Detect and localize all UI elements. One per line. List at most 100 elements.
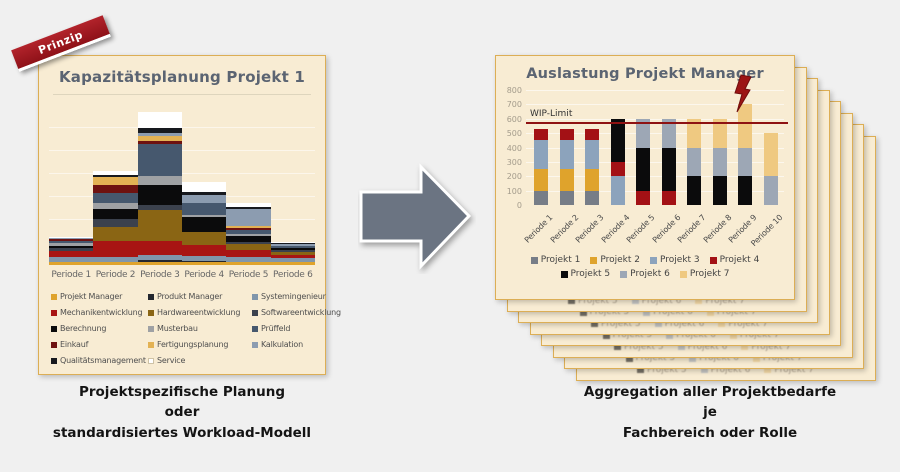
bar-segment [49,256,94,262]
legend-item: Projekt 7 [695,296,745,306]
bar-segment [93,170,138,175]
gridline [526,104,784,106]
bar-segment [137,210,182,241]
right-panel-auslastung: Auslastung Projekt Manager WIP-Limit 0 10… [495,55,795,300]
right-chart-plot: WIP-Limit 0 100 200 300 400 500 600 700 800 [507,74,788,210]
gridline [49,127,315,128]
right-chart-legend: Projekt 1 Projekt 2 Projekt 3 Projekt 4 Proj… [496,255,794,279]
bar-segment [226,261,271,265]
legend-label: Projekt 7 [716,307,757,317]
legend-label: Qualitätsmanagement [60,356,146,365]
gridline [526,190,784,192]
bar-segment [712,147,727,177]
bar-segment [93,185,138,194]
legend-item: Musterbau [148,324,252,333]
y-axis-tick-label: 700 [506,100,522,110]
bar-segment [534,190,548,205]
bar-segment [181,203,227,216]
legend-item: Systemingenieur [252,292,341,301]
legend-swatch [625,354,633,362]
legend-item: Projekt 6 [666,330,716,340]
legend-item: Projekt 6 [643,307,693,317]
legend-swatch [148,341,154,348]
legend-swatch [560,270,568,278]
stacked-page-legend-echo: Projekt 5 Projekt 6 Projekt 7 [508,296,806,306]
bar-segment [137,136,182,141]
legend-label: Projekt 7 [774,364,814,375]
legend-swatch [637,366,645,373]
bar-segment [712,176,727,205]
legend-swatch [579,308,587,316]
bar-segment [687,176,702,205]
legend-item: Projekt 6 [631,296,681,306]
bar-segment [226,243,271,250]
legend-swatch [148,357,154,364]
legend-label: Softwareentwicklung [261,308,341,317]
legend-swatch [148,309,154,316]
stacked-bar [270,241,315,265]
title-separator [53,94,311,95]
legend-label: Projekt 6 [676,330,716,340]
stacked-bar [226,203,271,265]
legend-label: Projekt 5 [589,307,630,317]
bar-segment [93,176,138,186]
y-axis-tick-label: 200 [506,172,522,182]
bar-segment [687,118,702,148]
legend-label: Projekt Manager [60,292,123,301]
legend-item: Projekt 7 [741,342,791,352]
bar-segment [181,215,227,218]
legend-item: Projekt 6 [677,342,727,352]
legend-item: Projekt 5 [568,296,618,306]
arrow-right-icon [358,162,476,278]
legend-item: Produkt Manager [148,292,252,301]
legend-label: Projekt 6 [699,353,739,363]
legend-swatch [752,354,760,362]
legend-label: Musterbau [157,324,198,333]
bar-segment [534,128,548,141]
bar-segment [610,176,625,205]
bar-segment [49,242,94,246]
bar-segment [270,257,315,262]
right-caption-line-1: Aggregation aller Projektbedarfe [583,384,837,400]
left-chart-plot [49,103,315,265]
legend-label: Berechnung [60,324,107,333]
legend-item: Projekt 7 [752,353,802,363]
legend-item: Projekt 1 [530,255,580,265]
stacked-page-legend-echo: Projekt 5 Projekt 6 Projekt 7 [531,319,829,329]
legend-label: Projekt 4 [719,255,760,265]
stacked-bar [559,128,574,205]
bar-segment [181,255,227,261]
legend-label: Produkt Manager [157,292,223,301]
bar-segment [93,203,138,210]
left-chart-legend: Projekt Manager Produkt Manager Systeminge… [51,292,341,365]
bar-segment [181,244,227,256]
bar-segment [661,147,676,191]
legend-swatch [677,343,685,350]
legend-swatch [252,293,258,300]
legend-item: Mechanikentwicklung [51,308,148,317]
left-chart-x-axis: Periode 1 Periode 2 Periode 3 Periode 4 Peri… [49,270,315,280]
bar-segment [49,240,94,243]
legend-item: Service [148,356,252,365]
legend-item: Projekt 5 [579,307,630,317]
legend-label: Einkauf [60,340,89,349]
legend-swatch [51,293,57,300]
bar-segment [226,235,271,242]
bar-segment [181,260,227,262]
legend-swatch [666,331,674,339]
bar-segment [93,174,138,177]
legend-item: Projekt 7 [706,307,757,317]
legend-label: Projekt 7 [751,341,791,352]
legend-label: Projekt 2 [600,255,640,265]
legend-swatch [631,297,639,304]
bar-segment [270,251,315,255]
bar-segment [270,241,315,243]
bar-segment [137,140,182,144]
legend-label: Projekt 6 [653,307,693,317]
bar-segment [49,261,94,265]
bar-segment [137,254,182,260]
bar-segment [270,245,315,248]
legend-swatch [689,354,697,362]
stacked-page-legend-echo: Projekt 5 Projekt 6 Projekt 7 [565,353,863,363]
legend-swatch [148,293,154,300]
